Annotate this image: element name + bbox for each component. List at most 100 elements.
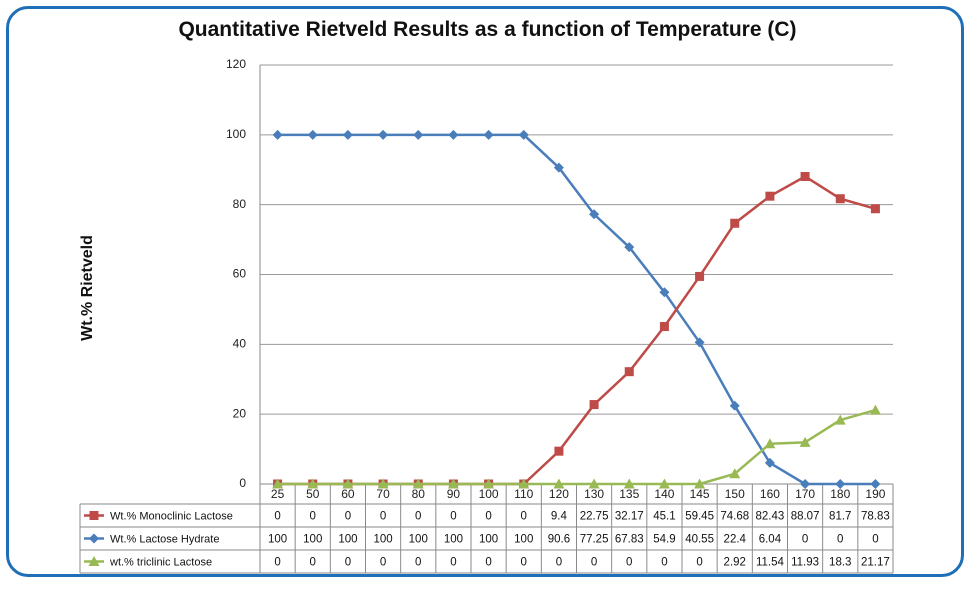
table-cell-value: 0 (274, 557, 280, 569)
y-tick-label: 80 (233, 197, 247, 211)
table-cell-value: 0 (345, 511, 351, 523)
data-point (764, 438, 776, 449)
series-line-square (277, 175, 876, 486)
x-tick-label: 90 (447, 487, 461, 501)
table-cell-value: 0 (345, 557, 351, 569)
table-cell-value: 22.75 (580, 511, 609, 523)
x-tick-label: 180 (830, 487, 850, 501)
data-point (589, 209, 600, 220)
table-cell-value: 0 (521, 511, 527, 523)
data-point (342, 478, 354, 489)
table-cell-value: 0 (450, 511, 456, 523)
data-point (623, 478, 635, 489)
table-cell-value: 0 (485, 557, 491, 569)
data-point (377, 478, 389, 489)
data-point (518, 478, 530, 489)
table-cell-value: 0 (310, 557, 316, 569)
x-tick-label: 70 (376, 487, 390, 501)
table-cell-value: 32.17 (615, 511, 644, 523)
x-tick-label: 135 (619, 487, 639, 501)
legend-label: Wt.% Lactose Hydrate (110, 533, 219, 545)
legend-label: wt.% triclinic Lactose (109, 556, 212, 568)
x-tick-label: 60 (341, 487, 355, 501)
y-tick-label: 100 (226, 127, 246, 141)
table-cell-value: 100 (514, 534, 533, 546)
y-tick-label: 0 (239, 476, 246, 490)
table-cell-value: 0 (872, 534, 878, 546)
table-cell-value: 0 (450, 557, 456, 569)
table-cell-value: 9.4 (551, 511, 568, 523)
table-cell-value: 100 (373, 534, 392, 546)
table-cell-value: 0 (380, 511, 386, 523)
x-tick-label: 190 (865, 487, 885, 501)
table-cell-value: 100 (444, 534, 463, 546)
table-cell-value: 82.43 (756, 511, 785, 523)
data-point (765, 191, 775, 201)
table-cell-value: 0 (626, 557, 632, 569)
data-point (694, 337, 705, 348)
table-cell-value: 0 (310, 511, 316, 523)
table-cell-value: 0 (837, 534, 843, 546)
x-tick-label: 140 (654, 487, 674, 501)
data-point (800, 479, 811, 489)
legend-label: Wt.% Monoclinic Lactose (110, 510, 233, 522)
y-tick-label: 40 (233, 337, 247, 351)
table-cell-value: 21.17 (861, 557, 890, 569)
data-point (378, 129, 389, 140)
table-cell-value: 0 (802, 534, 808, 546)
x-tick-label: 130 (584, 487, 604, 501)
x-tick-label: 50 (306, 487, 320, 501)
table-cell-value: 45.1 (653, 511, 675, 523)
table-cell-value: 18.3 (829, 557, 851, 569)
data-point (659, 287, 670, 298)
y-tick-label: 60 (233, 267, 247, 281)
series-line-triangle (277, 408, 876, 486)
data-point (342, 129, 353, 140)
table-cell-value: 0 (485, 511, 491, 523)
data-point (729, 468, 741, 479)
data-point (835, 479, 846, 489)
x-tick-label: 80 (412, 487, 426, 501)
data-point (870, 479, 881, 489)
data-point (554, 446, 564, 456)
table-cell-value: 67.83 (615, 534, 644, 546)
legend-marker (89, 533, 99, 544)
data-point (272, 129, 283, 140)
data-point (799, 436, 811, 447)
data-point (835, 194, 845, 204)
table-cell-value: 0 (415, 511, 421, 523)
table-cell-value: 54.9 (653, 534, 675, 546)
table-cell-value: 6.04 (759, 534, 782, 546)
data-point (694, 478, 706, 489)
data-point (800, 171, 810, 181)
data-point (658, 478, 670, 489)
data-point (834, 414, 846, 425)
data-point (307, 129, 318, 140)
y-tick-label: 20 (233, 406, 247, 420)
table-cell-value: 0 (521, 557, 527, 569)
table-cell-value: 78.83 (861, 511, 890, 523)
table-cell-value: 77.25 (580, 534, 609, 546)
table-cell-value: 100 (479, 534, 498, 546)
data-point (518, 129, 529, 140)
data-point (624, 367, 634, 377)
x-tick-label: 25 (271, 487, 285, 501)
data-point (729, 400, 740, 411)
table-cell-value: 100 (409, 534, 428, 546)
data-point (553, 162, 564, 173)
data-point (695, 271, 705, 281)
data-point (659, 322, 669, 332)
table-cell-value: 40.55 (685, 534, 714, 546)
table-cell-value: 0 (556, 557, 562, 569)
table-cell-value: 59.45 (685, 511, 714, 523)
data-point (413, 129, 424, 140)
table-cell-value: 100 (268, 534, 287, 546)
data-point (870, 204, 880, 214)
table-cell-value: 0 (380, 557, 386, 569)
table-cell-value: 74.68 (720, 511, 749, 523)
data-point (412, 478, 424, 489)
data-point (624, 242, 635, 253)
x-tick-label: 160 (760, 487, 780, 501)
x-tick-label: 170 (795, 487, 815, 501)
